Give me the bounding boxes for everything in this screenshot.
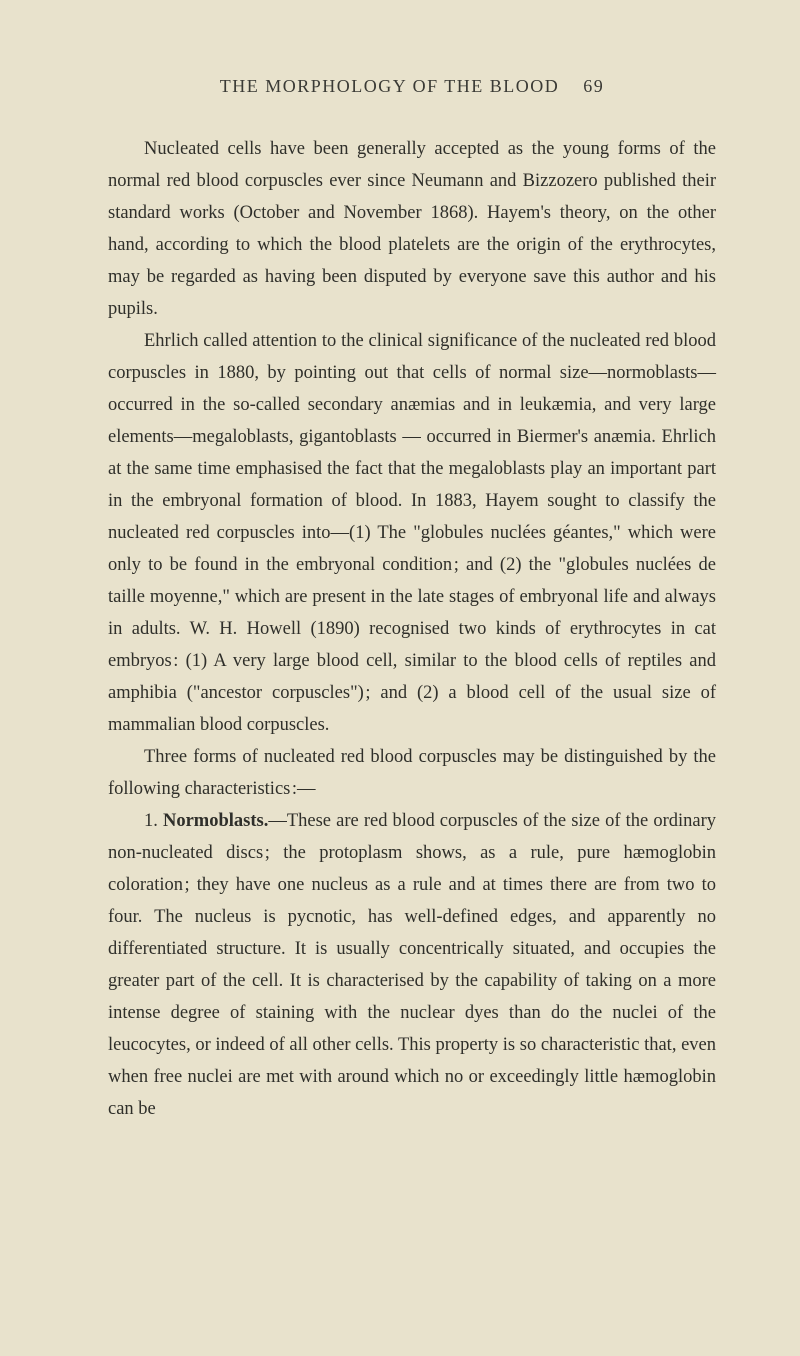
page-number: 69 (583, 76, 604, 96)
paragraph-3: Three forms of nucleated red blood corpu… (108, 741, 716, 805)
paragraph-2: Ehrlich called attention to the clinical… (108, 325, 716, 741)
paragraph-4: 1. Normoblasts.—These are red blood corp… (108, 805, 716, 1125)
running-title: THE MORPHOLOGY OF THE BLOOD (220, 76, 560, 96)
page-container: THE MORPHOLOGY OF THE BLOOD 69 Nucleated… (0, 0, 800, 1185)
paragraph-4-body: —These are red blood corpuscles of the s… (108, 811, 716, 1119)
list-number: 1. (144, 811, 163, 831)
running-head: THE MORPHOLOGY OF THE BLOOD 69 (108, 76, 716, 97)
body-text: Nucleated cells have been generally acce… (108, 133, 716, 1125)
term-normoblasts: Normoblasts. (163, 811, 268, 831)
paragraph-1: Nucleated cells have been generally acce… (108, 133, 716, 325)
